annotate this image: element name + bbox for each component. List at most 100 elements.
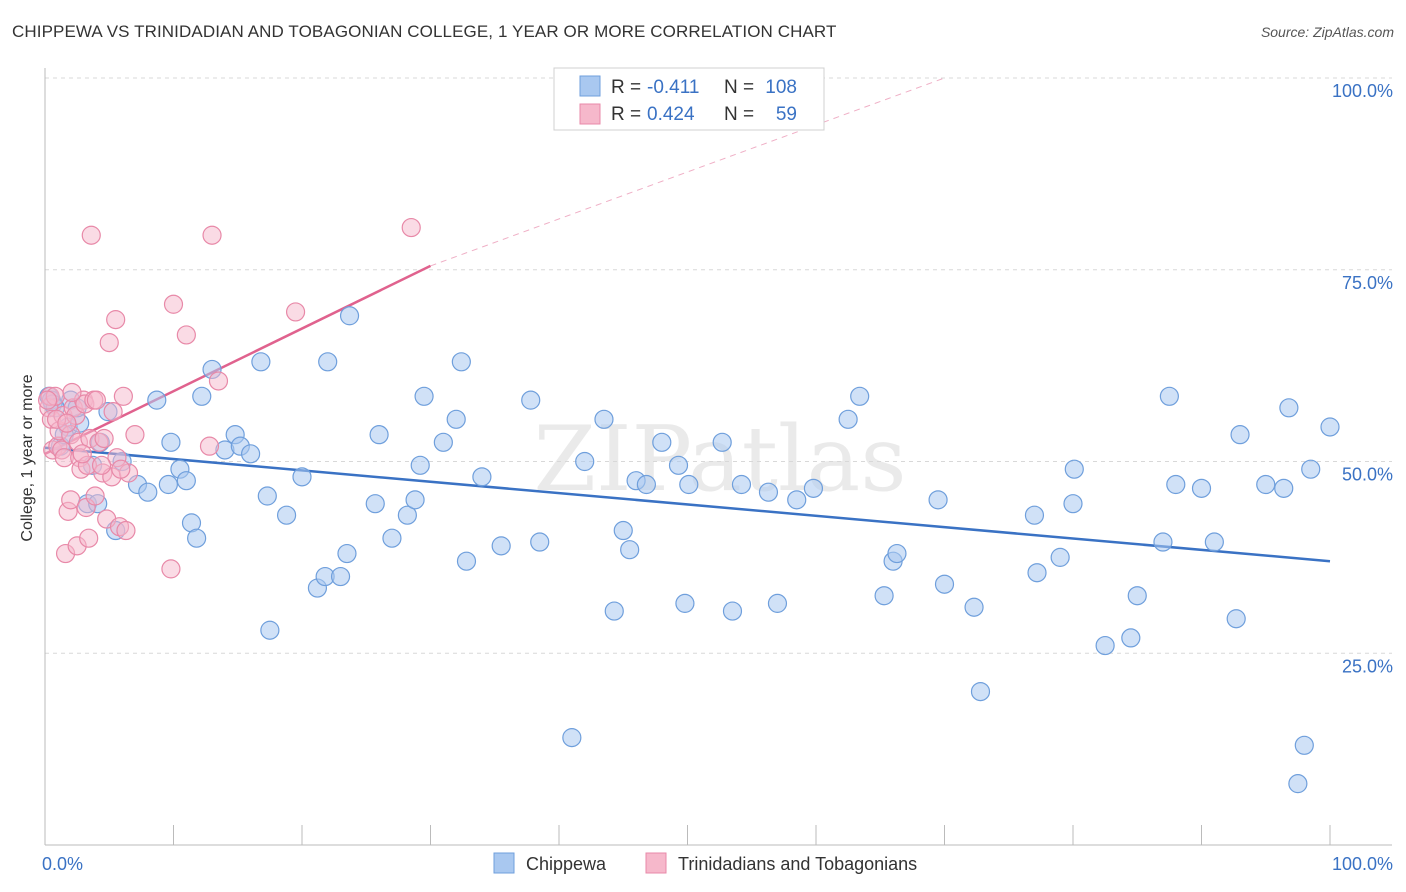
data-point-trinidadians [85,486,105,506]
data-point-trinidadians [163,294,184,314]
y-tick-label: 25.0% [1342,656,1393,676]
data-point-chippewa [1274,478,1294,498]
data-point-chippewa [928,490,948,510]
data-point-chippewa [365,494,385,514]
legend-r-value: -0.411 [647,77,699,98]
y-tick-label: 100.0% [1332,81,1393,101]
data-point-chippewa [192,386,212,406]
data-point-trinidadians [86,390,107,410]
legend-label-trinidadians: Trinidadians and Tobagonians [678,854,917,874]
data-point-chippewa [158,474,178,495]
data-point-chippewa [318,352,338,372]
data-point-trinidadians [72,444,92,464]
data-point-chippewa [652,432,672,452]
data-point-chippewa [613,520,633,541]
data-point-chippewa [668,455,689,475]
legend-n-label: N = [724,77,754,98]
data-point-chippewa [260,620,280,640]
data-point-chippewa [562,728,582,748]
data-point-chippewa [472,467,492,487]
legend-r-value: 0.424 [647,104,695,125]
data-point-chippewa [803,478,824,498]
data-point-chippewa [838,409,858,429]
data-point-chippewa [161,432,181,452]
data-point-trinidadians [94,428,114,449]
data-point-trinidadians [99,333,119,353]
data-point-chippewa [1063,494,1083,514]
data-point-trinidadians [62,382,82,403]
data-point-chippewa [369,425,389,445]
legend-swatch-chippewa [579,75,601,97]
data-point-chippewa [636,474,656,495]
trend-line-trinidadians-extension [430,77,945,267]
data-point-chippewa [339,306,360,326]
data-point-chippewa [241,444,261,464]
data-point-chippewa [456,551,477,571]
data-point-chippewa [1230,425,1250,445]
data-point-chippewa [446,409,466,429]
data-point-trinidadians [202,225,222,245]
data-point-chippewa [1024,505,1045,525]
data-point-chippewa [575,451,595,472]
trend-line-trinidadians [44,264,432,455]
x-tick-label: 0.0% [42,854,83,874]
data-point-chippewa [521,390,541,410]
data-point-chippewa [758,482,779,502]
data-point-trinidadians [81,225,101,245]
series-chippewa [39,306,1340,794]
legend-n-value: 108 [765,77,797,98]
legend-r-label: R = [611,104,641,125]
data-point-trinidadians [111,459,131,479]
data-point-chippewa [712,432,732,452]
legend-swatch-trinidadians [579,103,601,125]
data-point-trinidadians [103,402,123,422]
data-point-trinidadians [106,310,126,330]
data-point-chippewa [675,593,695,613]
legend-label-chippewa: Chippewa [526,854,607,874]
grid-lines [45,77,1392,654]
axes [44,68,1392,846]
data-point-chippewa [1256,474,1276,495]
data-point-trinidadians [125,425,145,445]
data-point-chippewa [679,474,699,495]
data-point-chippewa [330,566,351,587]
data-point-trinidadians [161,559,181,579]
legend-n-value: 59 [776,104,797,125]
data-point-chippewa [970,681,991,702]
data-point-chippewa [1288,774,1308,794]
data-point-chippewa [620,540,640,560]
data-point-chippewa [787,490,807,510]
legend-swatch-trinidadians [645,852,667,874]
chart-title: CHIPPEWA VS TRINIDADIAN AND TOBAGONIAN C… [12,22,837,41]
data-point-trinidadians [57,413,77,433]
data-point-chippewa [1095,635,1115,656]
data-point-chippewa [722,601,743,621]
stats-legend: R = -0.411 N = 108 R = 0.424 N = 59 [553,67,825,131]
data-point-chippewa [604,601,624,621]
data-point-chippewa [276,505,297,525]
data-point-chippewa [451,352,471,372]
data-point-chippewa [530,532,550,552]
data-point-chippewa [850,386,870,406]
data-point-chippewa [1301,459,1321,479]
data-point-chippewa [964,597,984,617]
data-point-trinidadians [91,455,112,475]
data-point-trinidadians [285,302,306,322]
data-point-chippewa [1191,478,1212,498]
data-point-chippewa [731,474,752,495]
data-point-chippewa [594,409,614,429]
data-point-trinidadians [116,520,136,541]
data-point-chippewa [874,586,894,606]
data-point-trinidadians [199,436,220,456]
data-point-chippewa [397,505,417,525]
data-point-trinidadians [61,490,81,510]
data-point-chippewa [1294,735,1314,755]
data-point-chippewa [1159,386,1179,406]
data-point-chippewa [337,543,357,564]
data-point-chippewa [887,543,907,564]
y-tick-label: 75.0% [1342,273,1393,293]
data-point-chippewa [187,528,207,548]
y-tick-label: 50.0% [1342,465,1393,485]
data-point-chippewa [147,390,167,410]
